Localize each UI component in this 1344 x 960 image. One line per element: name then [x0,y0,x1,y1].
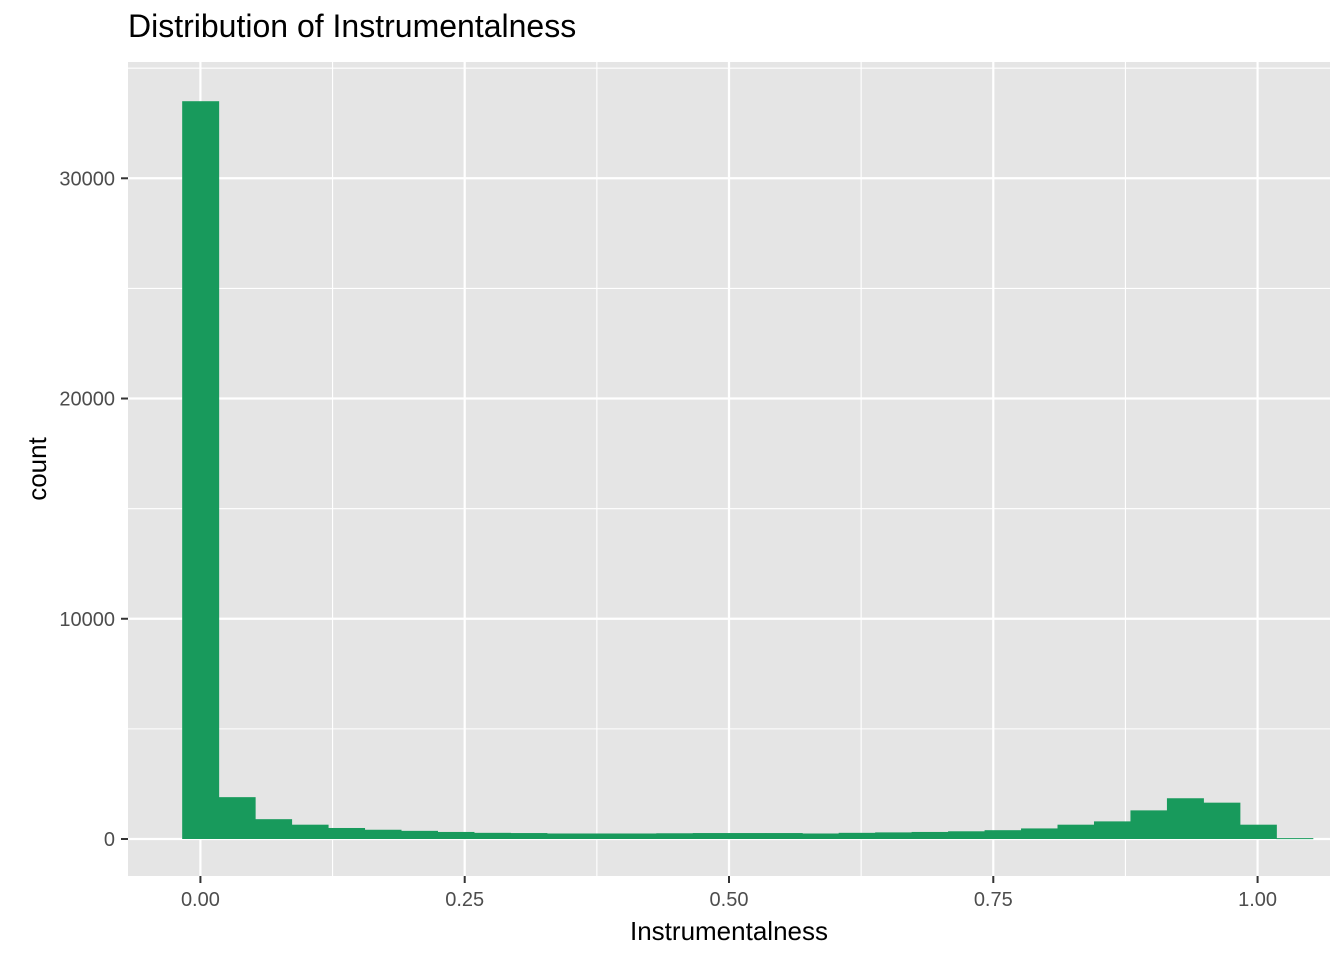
histogram-bar [328,827,366,839]
histogram-bar [218,797,256,839]
y-tick-label: 30000 [59,168,115,190]
histogram-bar [546,833,584,839]
histogram-bar [1057,824,1095,839]
chart-title: Distribution of Instrumentalness [128,8,577,44]
histogram-bar [838,832,876,839]
y-tick-label: 0 [104,829,115,851]
x-tick-label: 1.00 [1238,889,1277,911]
histogram-bar [437,831,475,839]
histogram-bar [291,824,329,839]
histogram-bar [1276,838,1314,840]
y-axis-title: count [22,436,52,500]
histogram-bar [364,829,402,839]
axes: 0.00 0.25 0.50 0.75 1.00 0 10000 20000 30000 [59,168,1277,911]
histogram-bar [401,830,438,839]
histogram-bar [1021,828,1059,839]
histogram-bar [583,833,621,839]
histogram-bar [911,831,949,839]
x-tick-label: 0.00 [181,889,220,911]
y-tick-label: 20000 [59,389,115,411]
histogram-bar [984,830,1022,839]
histogram-bar [802,833,840,839]
histogram-bars [182,101,1314,840]
histogram-bar [948,831,986,839]
x-axis-title: Instrumentalness [630,916,828,946]
y-tick-label: 10000 [59,609,115,631]
histogram-bar [1130,810,1168,839]
histogram-bar [656,833,694,839]
histogram-bar [765,833,803,839]
histogram-bar [875,832,913,839]
grid-lines [128,62,1330,876]
x-tick-label: 0.75 [974,889,1013,911]
histogram-bar [473,832,511,839]
histogram-bar [255,819,293,839]
histogram-bar [1166,798,1204,839]
x-tick-label: 0.50 [710,889,749,911]
histogram-bar [1239,824,1277,839]
histogram-bar [692,833,730,839]
histogram-bar [1203,802,1241,839]
x-tick-label: 0.25 [445,889,484,911]
histogram-bar [182,101,220,839]
histogram-bar [619,833,657,839]
histogram-bar [510,833,548,839]
histogram-bar [729,833,767,839]
histogram-bar [1093,821,1131,839]
